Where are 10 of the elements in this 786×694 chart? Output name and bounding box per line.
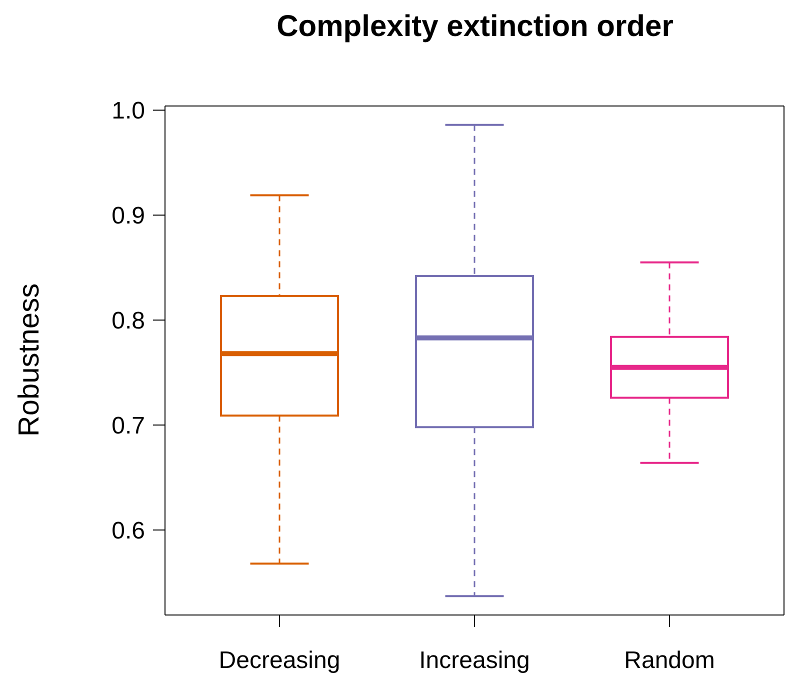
y-tick-label: 0.7: [112, 412, 145, 440]
chart-title: Complexity extinction order: [276, 10, 674, 44]
y-tick-label: 1.0: [112, 98, 145, 125]
y-axis-title: Robustness: [14, 283, 46, 437]
x-tick-label: Decreasing: [218, 647, 340, 674]
x-tick-label: Random: [624, 647, 715, 674]
x-tick-label: Increasing: [419, 647, 530, 674]
y-tick-label: 0.6: [112, 518, 145, 545]
y-tick-label: 0.8: [112, 308, 145, 335]
y-tick-label: 0.9: [112, 202, 145, 230]
